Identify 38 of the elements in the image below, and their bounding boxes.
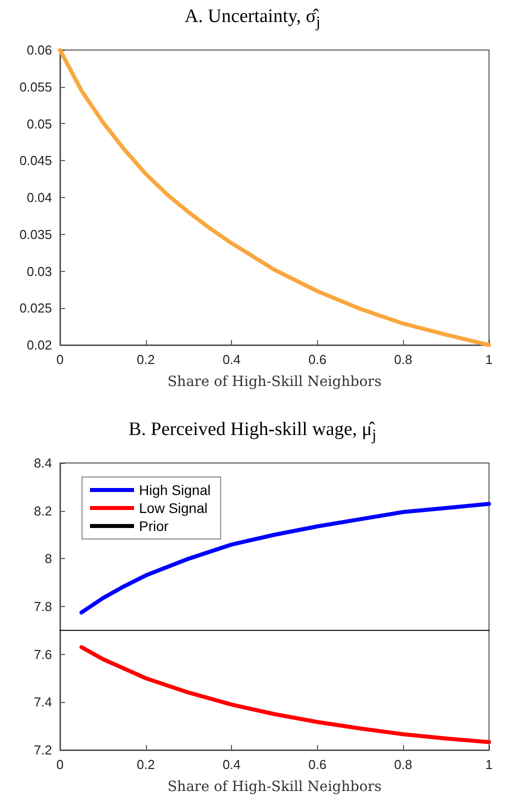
y-tick-label: 0.045 [19, 153, 52, 168]
y-tick-label: 0.06 [26, 42, 52, 58]
x-tick-label: 0 [56, 352, 64, 367]
line-series [79, 645, 491, 744]
x-tick-label: 0.6 [308, 352, 326, 367]
chart-title: A. Uncertainty, σ̂$_{j}$ [184, 5, 322, 33]
y-tick-label: 7.2 [34, 742, 52, 758]
y-tick-label: 0.02 [26, 338, 52, 352]
x-tick-label: 0.2 [136, 352, 155, 367]
x-tick-label: 0.4 [222, 757, 241, 772]
y-tick-label: 8 [44, 551, 52, 566]
y-tick-label: 7.4 [34, 694, 52, 710]
x-tick-label: 0.2 [136, 757, 155, 772]
x-tick-label: 0.6 [308, 757, 326, 772]
x-tick-label: 0 [56, 757, 64, 772]
y-tick-label: 0.04 [26, 190, 52, 205]
y-tick-label: 0.03 [26, 264, 52, 279]
x-axis-title: Share of High-Skill Neighbors [167, 374, 382, 390]
y-tick-label: 0.035 [19, 226, 52, 242]
chart-title: B. Perceived High-skill wage, μ̂$_{j}$ [128, 418, 378, 446]
legend-label: Prior [139, 518, 169, 534]
y-tick-label: 7.6 [34, 646, 52, 662]
line-series [79, 502, 491, 614]
x-tick-label: 1 [485, 757, 493, 772]
x-tick-label: 1 [485, 352, 493, 367]
x-axis-title: Share of High-Skill Neighbors [167, 779, 382, 795]
y-tick-label: 8.4 [34, 456, 52, 470]
y-tick-label: 8.2 [34, 503, 52, 518]
y-tick-label: 7.8 [34, 599, 52, 614]
x-tick-label: 0.8 [394, 352, 412, 367]
x-tick-label: 0.4 [222, 352, 241, 367]
y-tick-label: 0.05 [26, 116, 52, 132]
legend-label: High Signal [139, 482, 211, 498]
legend-label: Low Signal [139, 500, 208, 516]
y-tick-label: 0.055 [19, 79, 52, 94]
x-tick-label: 0.8 [394, 757, 412, 772]
y-tick-label: 0.025 [19, 300, 52, 316]
line-series [58, 48, 491, 347]
